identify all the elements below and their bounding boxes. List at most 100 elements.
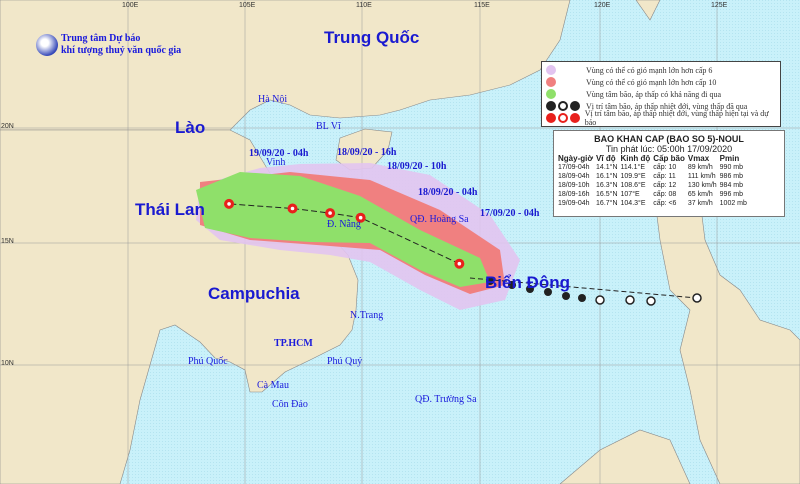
table-cell: cấp: <6 (653, 200, 677, 207)
col-header: Pmin (719, 154, 740, 163)
table-cell: cấp: 10 (653, 164, 677, 171)
storm-eye (290, 206, 295, 211)
place-truong-sa: QĐ. Trường Sa (415, 394, 477, 405)
past-storm-icon (562, 292, 570, 300)
table-cell: cấp: 08 (653, 191, 677, 198)
table-row: 18/09-04h 16.1°N 109.9°E cấp: 11 111 km/h 986… (558, 172, 750, 181)
table-cell: 114.1°E (620, 164, 645, 171)
lon-label: 105E (239, 2, 256, 9)
green-circle-icon (546, 89, 556, 99)
table-cell: 990 mb (719, 164, 744, 171)
label-cambodia: Campuchia (208, 284, 300, 303)
place-hoang-sa: QĐ. Hoàng Sa (410, 214, 469, 225)
time-label-4: 18/09/20 - 04h (418, 187, 478, 198)
col-header: Cấp bão (653, 154, 685, 163)
lat-label: 10N (1, 360, 14, 367)
table-cell: 18/09-10h (558, 182, 590, 189)
past-position (595, 295, 605, 305)
label-laos: Lào (175, 118, 206, 137)
place-ca-mau: Cà Mau (257, 380, 289, 391)
past-position (646, 296, 656, 306)
legend-label: Vị trí tâm bão, áp thấp nhiệt đới, vùng … (584, 109, 769, 127)
past-storm-icon (508, 281, 516, 289)
table-cell: 17/09-04h (558, 164, 590, 171)
lon-label: 110E (356, 2, 372, 9)
past-position (625, 295, 635, 305)
storm-eye (358, 215, 363, 220)
label-china: Trung Quốc (324, 28, 420, 47)
storm-eye (328, 211, 332, 215)
place-nha-trang: N.Trang (350, 310, 384, 321)
place-da-nang: Đ. Nẵng (327, 219, 361, 230)
table-cell: 65 km/h (687, 191, 713, 198)
table-cell: 18/09-16h (558, 191, 590, 198)
zone-track (196, 172, 490, 287)
past-storm-icon (544, 288, 552, 296)
table-cell: 104.3°E (620, 200, 646, 207)
place-hanoi: Hà Nội (258, 94, 288, 105)
table-cell: 986 mb (719, 173, 744, 180)
label-east-sea: Biển Đông (485, 273, 570, 292)
table-cell: 111 km/h (687, 173, 716, 180)
table-cell: 108.6°E (620, 182, 646, 189)
table-cell: 19/09-04h (558, 200, 590, 207)
legend-item: Vị trí tâm bão, áp thấp nhiệt đới, vùng … (546, 109, 776, 127)
land-china (0, 0, 571, 131)
storm-eye (227, 202, 231, 206)
storm-track (224, 198, 465, 269)
table-cell: 107°E (620, 191, 640, 198)
legend-item: Vùng có thể có gió mạnh lớn hơn cấp 6 (546, 64, 776, 76)
land-hainan (335, 128, 393, 171)
storm-eye (457, 261, 462, 266)
legend-item: Vị trí tâm bão, áp thấp nhiệt đới, vùng … (546, 100, 776, 112)
past-low-icon (570, 101, 580, 111)
col-header: Vĩ độ (596, 154, 616, 163)
table-cell: 37 km/h (687, 200, 713, 207)
logo-emblem-icon (36, 34, 58, 56)
bulletin-title: BAO KHAN CAP (BAO SO 5)-NOUL (594, 134, 744, 144)
table-cell: cấp: 11 (653, 173, 676, 180)
legend-label: Vùng tâm bão, áp thấp có khả năng đi qua (586, 89, 722, 99)
lat-label: 15N (1, 238, 14, 245)
col-header: Vmax (687, 154, 710, 163)
org-line2: khí tượng thuỷ văn quốc gia (61, 45, 182, 56)
table-cell: 18/09-04h (558, 173, 590, 180)
table-header: Ngày-giờ Vĩ độ Kinh độ Cấp bão Vmax Pmin (558, 154, 750, 163)
table-cell: 16.1°N (596, 173, 618, 180)
table-cell: 109.9°E (620, 173, 646, 180)
table-cell: 16.7°N (596, 200, 618, 207)
lon-label: 125E (711, 2, 728, 9)
legend: Vùng có thể có gió mạnh lớn hơn cấp 6 Vù… (541, 61, 781, 127)
col-header: Kinh độ (620, 154, 651, 163)
table-row: 17/09-04h 14.1°N 114.1°E cấp: 10 89 km/h 990 … (558, 163, 750, 172)
time-label-3: 18/09/20 - 10h (387, 161, 447, 172)
land-philippines (654, 159, 800, 484)
time-label-1: 19/09/20 - 04h (249, 148, 309, 159)
purple-circle-icon (546, 65, 556, 75)
lon-label: 120E (594, 2, 611, 9)
table-cell: 16.3°N (596, 182, 618, 189)
time-label-2: 18/09/20 - 16h (337, 147, 397, 158)
legend-item: Vùng có thể có gió mạnh lớn hơn cấp 10 (546, 76, 776, 88)
red-circle-icon (546, 77, 556, 87)
table-cell: 130 km/h (687, 182, 717, 189)
past-storm-icon (526, 285, 534, 293)
table-cell: 996 mb (719, 191, 744, 198)
lon-label: 115E (474, 2, 490, 9)
past-depression-icon (558, 101, 568, 111)
table-row: 18/09-10h 16.3°N 108.6°E cấp: 12 130 km/h 984… (558, 181, 750, 190)
place-bach-long-vi: BL Vĩ (316, 121, 341, 132)
bulletin-table: BAO KHAN CAP (BAO SO 5)-NOUL Tin phát lú… (553, 130, 785, 217)
legend-label: Vùng có thể có gió mạnh lớn hơn cấp 10 (586, 77, 717, 87)
past-storm-icon (546, 101, 556, 111)
legend-item: Vùng tâm bão, áp thấp có khả năng đi qua (546, 88, 776, 100)
current-storm-icon (546, 113, 556, 123)
place-vinh: Vinh (266, 157, 286, 168)
table-row: 18/09-16h 16.5°N 107°E cấp: 08 65 km/h 996 mb (558, 190, 750, 199)
table-cell: 89 km/h (687, 164, 713, 171)
table-cell: 984 mb (719, 182, 744, 189)
past-storm-icon (578, 294, 586, 302)
place-con-dao: Côn Đảo (272, 399, 308, 410)
bulletin-issued: Tin phát lúc: 05:00h 17/09/2020 (605, 144, 733, 154)
org-line1: Trung tâm Dự báo (61, 33, 141, 44)
